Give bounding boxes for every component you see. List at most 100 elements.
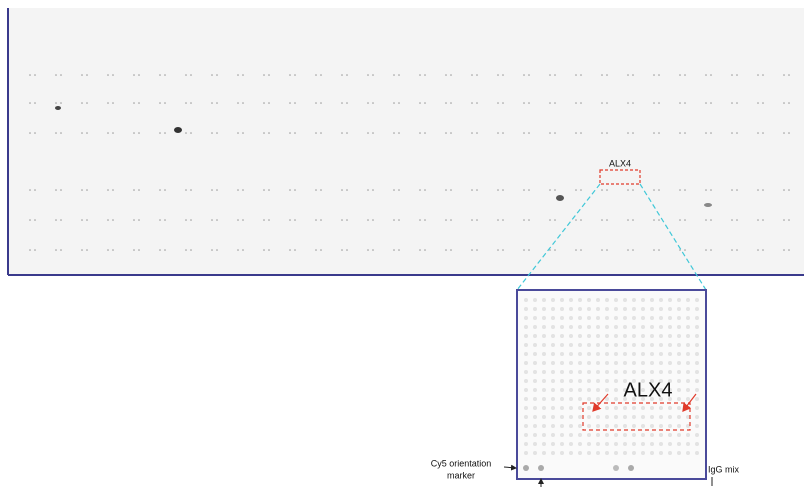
spot: [551, 415, 555, 419]
spot: [107, 189, 109, 191]
spot: [578, 361, 582, 365]
spot: [788, 189, 790, 191]
spot: [587, 424, 591, 428]
spot: [289, 132, 291, 134]
spot: [606, 74, 608, 76]
spot: [569, 361, 573, 365]
spot: [294, 132, 296, 134]
spot: [641, 379, 645, 383]
spot: [542, 334, 546, 338]
spot: [398, 74, 400, 76]
spot: [641, 316, 645, 320]
spot: [445, 219, 447, 221]
spot: [575, 249, 577, 251]
highlight-box: [599, 169, 641, 185]
spot: [55, 102, 57, 104]
spot: [55, 249, 57, 251]
spot: [641, 415, 645, 419]
spot: [549, 102, 551, 104]
spot: [710, 249, 712, 251]
spot: [476, 189, 478, 191]
spot: [623, 316, 627, 320]
spot: [677, 415, 681, 419]
spot: [476, 132, 478, 134]
spot: [34, 74, 36, 76]
spot: [695, 343, 699, 347]
spot: [641, 397, 645, 401]
spot: [107, 132, 109, 134]
cy5-label: Cy5 orientation: [431, 458, 492, 468]
spot: [684, 102, 686, 104]
spot: [445, 74, 447, 76]
spot: [668, 433, 672, 437]
spot: [623, 406, 627, 410]
spot: [398, 102, 400, 104]
spot: [632, 325, 636, 329]
spot: [601, 219, 603, 221]
spot: [659, 352, 663, 356]
spot: [346, 249, 348, 251]
spot: [668, 307, 672, 311]
spot: [549, 189, 551, 191]
spot: [627, 102, 629, 104]
spot: [419, 102, 421, 104]
spot: [658, 189, 660, 191]
spot: [641, 424, 645, 428]
spot: [551, 352, 555, 356]
spot: [569, 388, 573, 392]
spot: [605, 406, 609, 410]
spot: [190, 102, 192, 104]
spot: [159, 189, 161, 191]
spot: [34, 219, 36, 221]
spot: [528, 132, 530, 134]
spot: [684, 132, 686, 134]
spot: [341, 219, 343, 221]
spot: [614, 424, 618, 428]
spot: [731, 219, 733, 221]
spot: [668, 406, 672, 410]
spot: [497, 74, 499, 76]
spot: [81, 249, 83, 251]
spot: [623, 370, 627, 374]
spot: [242, 102, 244, 104]
spot: [762, 189, 764, 191]
spot: [450, 189, 452, 191]
spot: [623, 361, 627, 365]
spot: [372, 74, 374, 76]
spot: [659, 307, 663, 311]
spot: [686, 424, 690, 428]
spot: [560, 451, 564, 455]
spot: [632, 370, 636, 374]
spot: [242, 189, 244, 191]
spot: [650, 361, 654, 365]
spot: [86, 219, 88, 221]
spot: [523, 132, 525, 134]
spot: [55, 219, 57, 221]
spot: [578, 442, 582, 446]
spot: [684, 249, 686, 251]
spot: [679, 189, 681, 191]
spot: [623, 352, 627, 356]
spot: [757, 219, 759, 221]
spot: [757, 102, 759, 104]
spot: [650, 442, 654, 446]
spot: [471, 102, 473, 104]
spot: [497, 219, 499, 221]
spot: [653, 219, 655, 221]
spot: [668, 424, 672, 428]
spot: [533, 298, 537, 302]
spot: [650, 415, 654, 419]
spot: [578, 379, 582, 383]
overview-label: ALX4: [609, 158, 631, 168]
spot: [367, 74, 369, 76]
spot: [605, 334, 609, 338]
spot: [659, 379, 663, 383]
spot: [679, 132, 681, 134]
spot: [641, 352, 645, 356]
spot: [542, 370, 546, 374]
spot: [627, 132, 629, 134]
spot: [632, 415, 636, 419]
spot: [736, 74, 738, 76]
spot: [605, 388, 609, 392]
spot: [346, 102, 348, 104]
